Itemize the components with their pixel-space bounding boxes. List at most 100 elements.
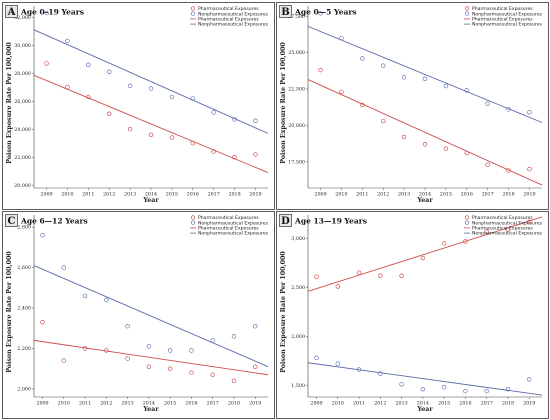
legend-label-d: Pharmaceutical Exposures (472, 215, 533, 221)
x-tick-label-d: 2019 (523, 401, 535, 407)
nonpharmaceutical-point-b (401, 75, 407, 80)
pharmaceutical-point-a (148, 132, 154, 138)
x-tick-label-a: 2016 (187, 192, 199, 198)
x-tick-label-c: 2009 (36, 401, 48, 407)
x-tick-label-c: 2012 (100, 401, 112, 407)
chart-d: 1,500 2,000 2,500 3,000 2009 2010 2011 2012 2013… (276, 211, 549, 419)
y-tick-label-b: 17,500 (288, 159, 305, 165)
x-tick-label-b: 2016 (461, 192, 473, 198)
y-tick-label-c: 2,600 (17, 265, 31, 271)
legend-label-d: Pharmaceutical Exposures (472, 226, 533, 232)
pharmaceutical-point-b (527, 166, 532, 172)
x-tick-label-a: 2013 (124, 192, 136, 198)
panel-letter-box-c (5, 214, 18, 227)
panel-border-a (2, 2, 275, 210)
x-tick-label-c: 2018 (228, 401, 240, 407)
x-tick-label-a: 2018 (228, 192, 240, 198)
legend-label-b: Pharmaceutical Exposures (472, 17, 533, 23)
x-tick-label-b: 2012 (377, 192, 389, 198)
x-axis-title-a: Year (142, 197, 159, 204)
y-tick-label-d: 1,500 (291, 383, 305, 389)
pharmaceutical-point-d (335, 284, 340, 289)
x-tick-label-d: 2013 (395, 401, 407, 407)
y-tick-label-a: 24,000 (14, 127, 31, 133)
pharmaceutical-trend-line-b (307, 79, 543, 186)
y-tick-label-a: 22,000 (14, 155, 31, 161)
nonpharmaceutical-point-a (107, 69, 112, 75)
pharmaceutical-point-c (210, 372, 215, 377)
pharmaceutical-point-a (107, 111, 112, 117)
y-tick-label-a: 20,000 (14, 183, 31, 189)
pharmaceutical-point-b (401, 134, 407, 140)
y-tick-label-b: 22,500 (288, 87, 305, 93)
nonpharmaceutical-point-d (441, 385, 447, 390)
x-tick-label-b: 2014 (419, 192, 431, 198)
nonpharmaceutical-point-c (125, 324, 130, 329)
panel-letter-c: C (8, 216, 16, 227)
pharmaceutical-point-a (253, 152, 258, 157)
panel-letter-box-a (5, 5, 18, 18)
legend-label-a: Pharmaceutical Exposures (198, 6, 259, 12)
legend-marker-c (190, 215, 196, 220)
panel-border-c (2, 211, 275, 419)
x-axis-title-b: Year (416, 197, 433, 204)
panel-title-b: Age 0—5 Years (294, 8, 357, 17)
pharmaceutical-point-b (339, 89, 344, 95)
nonpharmaceutical-point-a (253, 118, 258, 124)
x-tick-label-a: 2017 (208, 192, 220, 198)
nonpharmaceutical-point-c (253, 324, 258, 329)
pharmaceutical-point-c (146, 364, 152, 369)
legend-label-d: Nonpharmaceutical Exposures (472, 231, 543, 237)
legend-label-a: Pharmaceutical Exposures (198, 17, 259, 23)
x-tick-label-b: 2013 (398, 192, 410, 198)
y-tick-label-a: 26,000 (14, 99, 31, 105)
pharmaceutical-trend-line-d (307, 216, 543, 292)
y-tick-label-c: 2,000 (17, 387, 31, 393)
legend-label-d: Nonpharmaceutical Exposures (472, 220, 543, 226)
legend-label-b: Pharmaceutical Exposures (472, 6, 533, 12)
legend-c: Pharmaceutical ExposuresNonpharmaceutica… (190, 215, 269, 237)
pharmaceutical-point-a (169, 135, 175, 140)
panel-title-c: Age 6—12 Years (20, 217, 88, 226)
x-tick-label-d: 2014 (417, 401, 429, 407)
y-tick-label-a: 30,000 (14, 43, 31, 49)
nonpharmaceutical-point-c (61, 265, 66, 270)
legend-label-a: Nonpharmaceutical Exposures (198, 22, 269, 28)
x-tick-label-c: 2019 (249, 401, 261, 407)
nonpharmaceutical-point-d (505, 386, 511, 392)
y-axis-title-a: Poison Exposure Rate Per 100,000 (6, 42, 13, 164)
x-tick-label-a: 2015 (166, 192, 178, 198)
x-tick-label-c: 2015 (164, 401, 176, 407)
nonpharmaceutical-point-b (318, 11, 323, 16)
pharmaceutical-point-c (167, 366, 173, 371)
nonpharmaceutical-point-d (335, 361, 340, 366)
x-tick-label-a: 2012 (103, 192, 115, 198)
x-tick-label-d: 2018 (502, 401, 514, 407)
y-tick-label-c: 2,200 (17, 346, 31, 352)
legend-marker-d (464, 215, 470, 220)
pharmaceutical-point-c (125, 356, 130, 361)
x-tick-label-b: 2018 (502, 192, 514, 198)
pharmaceutical-trend-line-a (33, 74, 269, 174)
panel-a: 20,000 22,000 24,000 26,000 28,000 30,000 32,0… (2, 2, 275, 210)
legend-marker-d (464, 220, 470, 225)
legend-label-b: Nonpharmaceutical Exposures (472, 22, 543, 28)
x-tick-label-c: 2017 (207, 401, 219, 407)
x-axis-title-c: Year (142, 406, 159, 413)
legend-marker-a (190, 11, 196, 16)
pharmaceutical-point-b (422, 142, 428, 147)
nonpharmaceutical-trend-line-a (33, 29, 269, 134)
y-tick-label-b: 25,000 (288, 50, 305, 56)
x-tick-label-d: 2012 (374, 401, 386, 407)
panel-border-d (276, 211, 549, 419)
y-axis-title-c: Poison Exposure Rate Per 100,000 (6, 251, 13, 373)
pharmaceutical-point-b (381, 118, 386, 124)
nonpharmaceutical-point-a (86, 62, 91, 67)
y-tick-label-a: 32,000 (14, 15, 31, 21)
nonpharmaceutical-point-a (169, 94, 175, 100)
panel-c: 2,000 2,200 2,400 2,600 2,800 2009 2010 2011 201… (2, 211, 275, 419)
nonpharmaceutical-trend-line-b (307, 25, 543, 123)
nonpharmaceutical-point-d (314, 355, 319, 361)
nonpharmaceutical-point-b (527, 110, 532, 115)
y-tick-label-d: 2,500 (291, 285, 305, 291)
